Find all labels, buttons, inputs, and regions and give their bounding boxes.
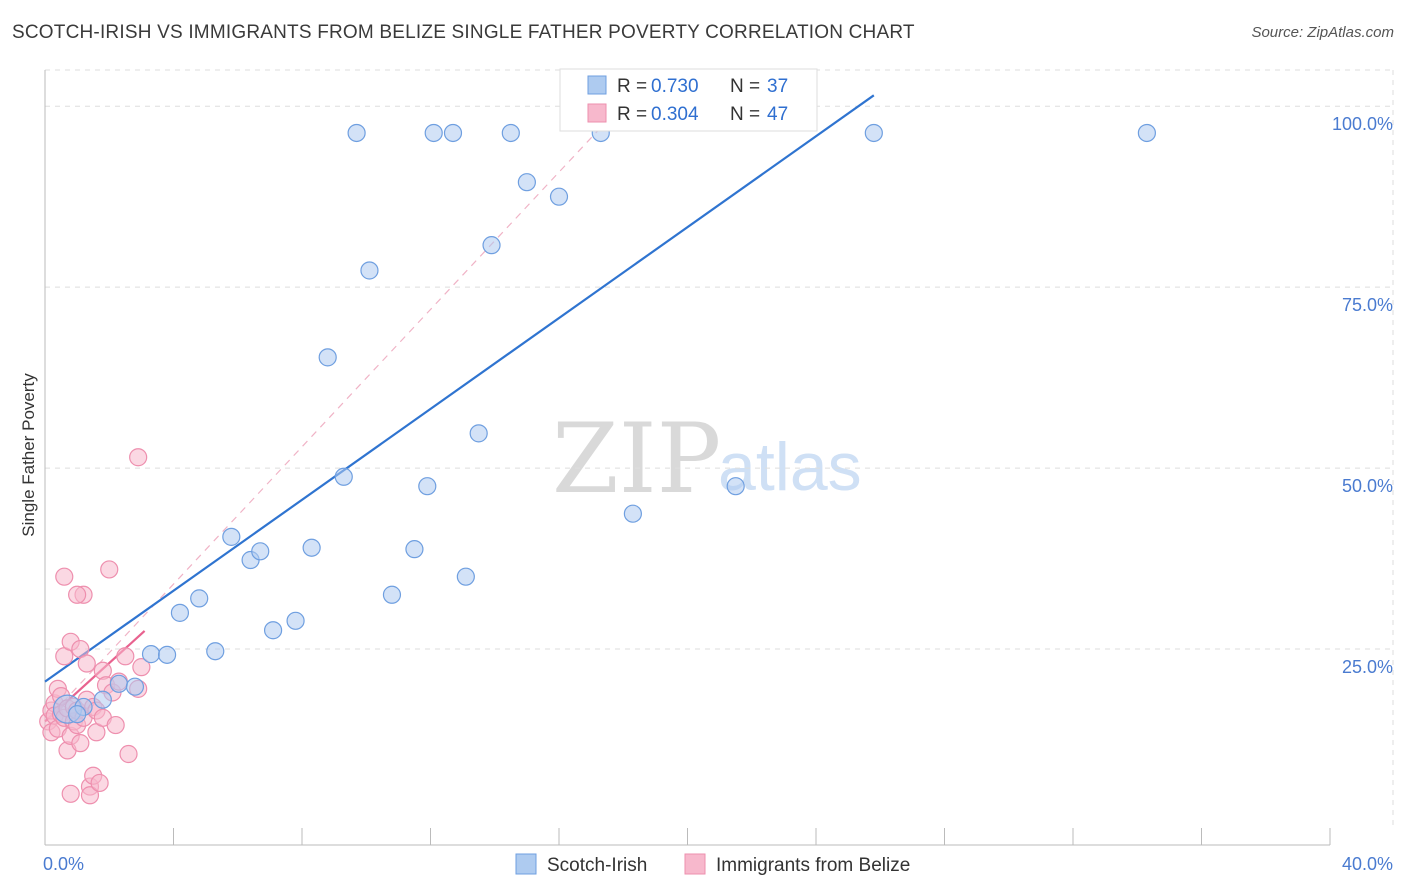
series-legend: Scotch-Irish Immigrants from Belize (515, 853, 910, 876)
legend-n-value-2: 47 (767, 104, 788, 125)
legend-swatch-scotch-irish (587, 75, 607, 95)
scotch-irish-point-8 (206, 642, 225, 661)
scotch-irish-trend-line (44, 94, 875, 683)
x-tick-label-min: 0.0% (43, 854, 84, 874)
belize-point-26 (77, 654, 96, 673)
scotch-irish-point-5 (157, 645, 177, 664)
scotch-irish-point-23 (443, 123, 463, 143)
belize-point-46 (129, 448, 148, 467)
scotch-irish-point-22 (424, 123, 443, 143)
y-axis-label: Single Father Poverty (19, 373, 38, 537)
y-tick-label-25: 25.0% (1342, 657, 1393, 677)
scotch-irish-point-36 (68, 705, 87, 724)
scotch-irish-point-20 (405, 540, 424, 559)
scotch-irish-point-13 (286, 611, 305, 630)
series-legend-swatch-belize (684, 853, 706, 875)
x-tick-label-max: 40.0% (1342, 854, 1393, 874)
scotch-irish-point-31 (623, 504, 642, 523)
scotch-irish-point-33 (864, 123, 883, 143)
belize-point-40 (116, 647, 135, 666)
belize-point-33 (90, 773, 109, 793)
belize-trend-extension (44, 120, 608, 722)
y-tick-labels: 25.0% 50.0% 75.0% 100.0% (1332, 114, 1393, 677)
legend-n-value-1: 37 (767, 76, 788, 97)
chart-title: SCOTCH-IRISH VS IMMIGRANTS FROM BELIZE S… (12, 22, 915, 43)
belize-point-16 (61, 784, 80, 803)
scotch-irish-point-24 (456, 567, 475, 586)
belize-point-41 (119, 744, 138, 764)
belize-point-37 (100, 560, 119, 579)
y-tick-label-50: 50.0% (1342, 476, 1393, 496)
belize-point-10 (55, 567, 74, 586)
y-tick-label-100: 100.0% (1332, 114, 1393, 134)
legend-r-label-1: R = (617, 76, 647, 97)
legend-r-label-2: R = (617, 104, 647, 125)
scotch-irish-point-6 (170, 603, 190, 622)
trend-lines (44, 94, 875, 723)
scotch-irish-point-16 (334, 467, 353, 486)
scotch-irish-point-14 (302, 538, 321, 557)
scotch-irish-point-3 (125, 677, 145, 696)
scotch-irish-point-9 (222, 527, 241, 546)
scotch-irish-point-29 (549, 187, 569, 206)
y-tick-label-75: 75.0% (1342, 295, 1393, 315)
watermark: ZIP atlas (552, 403, 862, 515)
scotch-irish-point-21 (418, 477, 437, 496)
scotch-irish-point-28 (517, 173, 536, 192)
scotch-irish-point-2 (109, 674, 128, 693)
legend-r-value-1: 0.730 (651, 76, 699, 97)
scotch-irish-point-34 (1137, 123, 1156, 143)
scotch-irish-point-27 (501, 123, 520, 143)
series-legend-belize: Immigrants from Belize (716, 855, 910, 876)
scotch-irish-point-26 (482, 236, 501, 255)
belize-points (39, 448, 151, 805)
series-legend-scotch-irish: Scotch-Irish (547, 855, 647, 876)
scotch-irish-point-11 (251, 542, 270, 561)
scotch-irish-point-12 (263, 621, 283, 640)
belize-point-45 (68, 585, 87, 604)
legend-n-label-1: N = (730, 76, 760, 97)
belize-point-28 (80, 786, 100, 805)
scotch-irish-point-15 (318, 348, 337, 367)
series-legend-swatch-scotch-irish (515, 853, 537, 875)
legend-r-value-2: 0.304 (651, 104, 699, 125)
scotch-irish-point-32 (726, 477, 745, 496)
correlation-legend: R = 0.730 N = 37 R = 0.304 N = 47 (559, 68, 818, 132)
scotch-irish-point-17 (347, 123, 366, 143)
legend-n-label-2: N = (730, 104, 760, 125)
scotch-irish-point-1 (93, 690, 112, 709)
source-credit: Source: ZipAtlas.com (1251, 24, 1394, 41)
legend-swatch-belize (587, 103, 607, 123)
belize-point-43 (132, 658, 151, 677)
scotch-irish-point-7 (190, 589, 209, 608)
scotch-irish-point-19 (382, 585, 402, 604)
belize-point-21 (71, 734, 90, 753)
watermark-zip: ZIP (552, 403, 721, 515)
scotch-irish-point-25 (469, 424, 488, 443)
x-tick-labels: 0.0% 40.0% (43, 854, 1393, 874)
scotch-irish-point-18 (360, 261, 379, 280)
scotch-irish-point-4 (141, 645, 161, 664)
belize-point-44 (106, 715, 125, 735)
